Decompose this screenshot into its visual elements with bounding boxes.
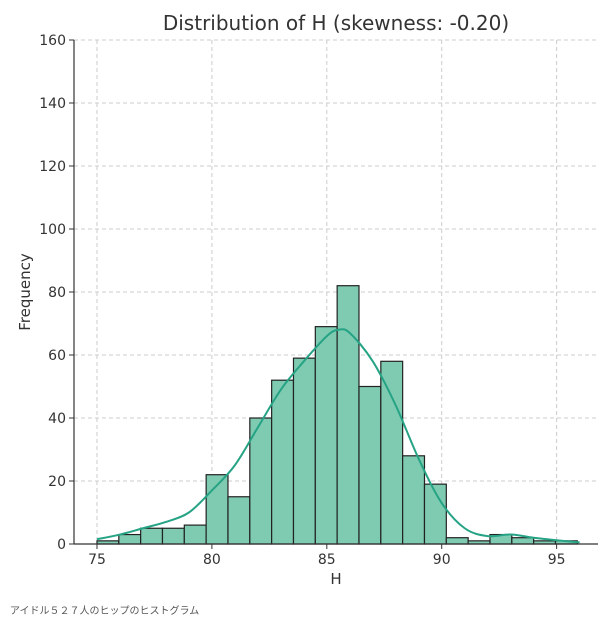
histogram-bar: [292, 357, 316, 545]
histogram-bar: [445, 537, 469, 545]
histogram-chart: 0 20 40 60 80 100 120 140 160 75 80 85 90 95 Distribu…: [16, 11, 598, 588]
kde-curve: [96, 328, 580, 544]
histogram-bar: [380, 360, 404, 545]
chart-title: Distribution of H (skewness: -0.20): [163, 11, 509, 35]
histogram-bar: [161, 527, 185, 545]
x-tick-label: 95: [548, 552, 566, 568]
y-tick-label: 60: [48, 348, 66, 364]
x-tick-label: 75: [88, 552, 106, 568]
x-tick-label: 85: [318, 552, 336, 568]
histogram-bar: [271, 379, 295, 545]
figure-caption: アイドル５２７人のヒップのヒストグラム: [10, 606, 200, 617]
y-tick-label: 100: [39, 222, 66, 238]
y-tick-label: 40: [48, 411, 66, 427]
histogram-bar: [183, 524, 207, 545]
histogram-bar: [511, 537, 535, 545]
histogram-bars: [96, 285, 578, 545]
y-tick-label: 0: [57, 537, 66, 553]
histogram-bar: [402, 455, 426, 545]
y-tick-label: 140: [39, 96, 66, 112]
histogram-bar: [118, 533, 142, 545]
x-axis-label: H: [330, 570, 341, 588]
grid-lines: [74, 39, 598, 545]
y-axis-label: Frequency: [16, 253, 34, 331]
histogram-bar: [314, 326, 338, 545]
tick-labels: 0 20 40 60 80 100 120 140 160 75 80 85 90 95: [39, 33, 565, 568]
y-tick-label: 160: [39, 33, 66, 49]
x-tick-label: 90: [433, 552, 451, 568]
histogram-bar: [358, 385, 382, 545]
histogram-bar: [336, 285, 360, 545]
x-tick-label: 80: [203, 552, 221, 568]
y-tick-label: 20: [48, 474, 66, 490]
histogram-bar: [227, 496, 251, 545]
y-tick-label: 120: [39, 159, 66, 175]
histogram-bar: [140, 527, 164, 545]
y-tick-label: 80: [48, 285, 66, 301]
